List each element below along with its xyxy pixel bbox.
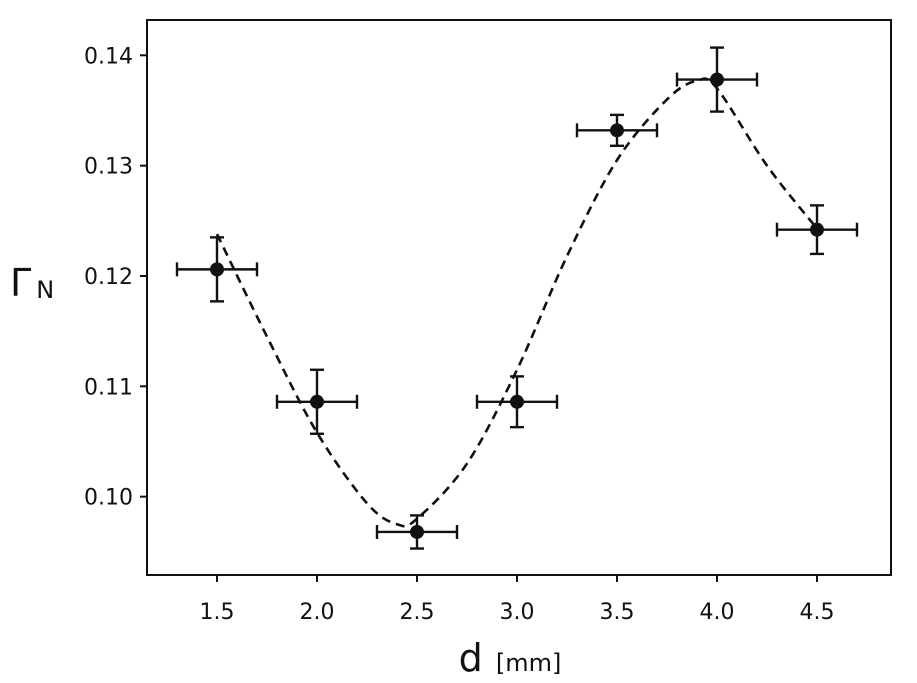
data-point <box>610 123 624 138</box>
x-tick-label: 2.5 <box>400 600 435 625</box>
data-point <box>710 72 724 87</box>
x-tick-label: 3.5 <box>600 600 635 625</box>
y-tick-label: 0.13 <box>84 155 133 180</box>
y-axis-label-main: Γ <box>10 261 31 305</box>
data-points-layer <box>210 72 824 539</box>
x-axis-label: d [mm] <box>459 636 562 680</box>
y-tick-label: 0.10 <box>84 486 133 511</box>
data-point <box>510 394 524 409</box>
x-tick-label: 4.0 <box>700 600 735 625</box>
data-point <box>810 222 824 237</box>
y-tick-label: 0.11 <box>84 375 133 400</box>
x-tick-label: 4.5 <box>800 600 835 625</box>
x-axis-label-main: d <box>459 636 483 680</box>
x-tick-label: 3.0 <box>500 600 535 625</box>
y-axis-label: Γ N <box>10 261 54 305</box>
data-point <box>410 524 424 539</box>
y-tick-label: 0.12 <box>84 265 133 290</box>
x-axis: 1.5 2.0 2.5 3.0 3.5 4.0 4.5 <box>200 575 835 625</box>
data-point <box>210 262 224 277</box>
x-tick-label: 2.0 <box>300 600 335 625</box>
y-axis: 0.10 0.11 0.12 0.13 0.14 <box>84 44 147 511</box>
y-tick-label: 0.14 <box>84 44 133 69</box>
data-point <box>310 394 324 409</box>
fit-curve <box>215 77 819 528</box>
error-bars-layer <box>175 46 859 550</box>
x-axis-label-unit: [mm] <box>496 649 561 677</box>
plot-area-frame <box>146 19 892 576</box>
y-axis-label-subscript: N <box>36 276 54 304</box>
x-tick-label: 1.5 <box>200 600 235 625</box>
